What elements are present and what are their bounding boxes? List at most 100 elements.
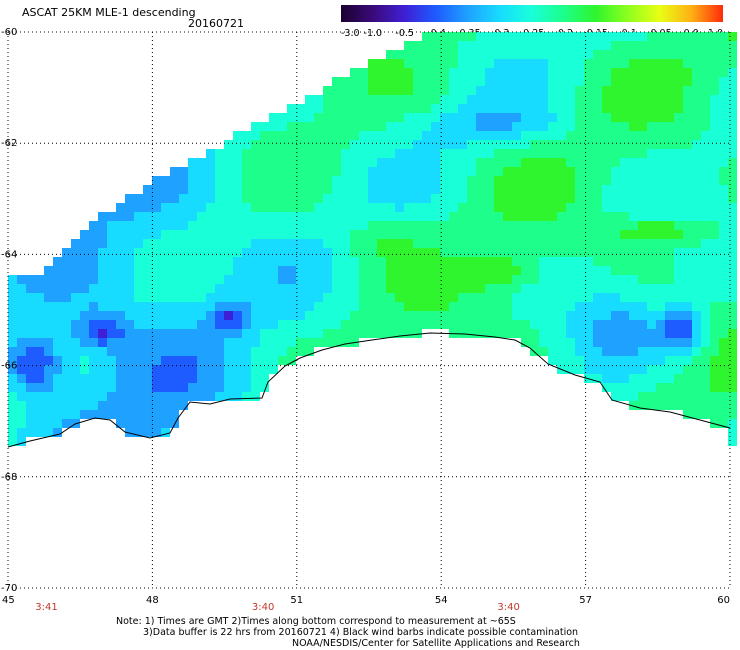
data-cell xyxy=(98,239,107,248)
data-cell xyxy=(701,212,710,221)
data-cell xyxy=(206,203,215,212)
data-cell xyxy=(521,230,530,239)
data-cell xyxy=(701,104,710,113)
data-cell xyxy=(395,248,404,257)
data-cell xyxy=(548,122,557,131)
data-cell xyxy=(359,194,368,203)
data-cell xyxy=(332,266,341,275)
data-cell xyxy=(269,365,278,374)
data-cell xyxy=(53,374,62,383)
data-cell xyxy=(359,266,368,275)
data-cell xyxy=(710,176,719,185)
data-cell xyxy=(287,284,296,293)
data-cell xyxy=(494,248,503,257)
data-cell xyxy=(377,68,386,77)
data-cell xyxy=(611,239,620,248)
data-cell xyxy=(377,212,386,221)
data-cell xyxy=(719,77,728,86)
data-cell xyxy=(278,347,287,356)
data-cell xyxy=(395,320,404,329)
data-cell xyxy=(611,347,620,356)
data-cell xyxy=(323,158,332,167)
data-cell xyxy=(125,203,134,212)
data-cell xyxy=(89,293,98,302)
data-cell xyxy=(215,230,224,239)
data-cell xyxy=(692,392,701,401)
data-cell xyxy=(395,149,404,158)
data-cell xyxy=(116,275,125,284)
data-cell xyxy=(278,149,287,158)
data-cell xyxy=(620,356,629,365)
data-cell xyxy=(557,95,566,104)
data-cell xyxy=(305,257,314,266)
data-cell xyxy=(566,338,575,347)
data-cell xyxy=(548,32,557,41)
data-cell xyxy=(701,50,710,59)
data-cell xyxy=(260,248,269,257)
data-cell xyxy=(476,311,485,320)
data-cell xyxy=(35,356,44,365)
data-cell xyxy=(674,248,683,257)
data-cell xyxy=(557,167,566,176)
data-cell xyxy=(305,212,314,221)
data-cell xyxy=(665,302,674,311)
data-cell xyxy=(593,104,602,113)
data-cell xyxy=(359,167,368,176)
data-cell xyxy=(260,194,269,203)
data-cell xyxy=(188,266,197,275)
data-cell xyxy=(134,248,143,257)
data-cell xyxy=(692,149,701,158)
product-title: ASCAT 25KM MLE-1 descending xyxy=(22,6,196,19)
data-cell xyxy=(557,77,566,86)
data-cell xyxy=(359,158,368,167)
data-cell xyxy=(449,41,458,50)
data-cell xyxy=(584,221,593,230)
data-cell xyxy=(656,86,665,95)
data-cell xyxy=(647,176,656,185)
data-cell xyxy=(305,203,314,212)
data-cell xyxy=(701,248,710,257)
data-cell xyxy=(233,392,242,401)
data-cell xyxy=(278,194,287,203)
data-cell xyxy=(107,338,116,347)
data-cell xyxy=(638,32,647,41)
data-cell xyxy=(476,248,485,257)
data-cell xyxy=(62,401,71,410)
data-cell xyxy=(566,356,575,365)
data-cell xyxy=(305,311,314,320)
data-cell xyxy=(683,383,692,392)
data-cell xyxy=(611,392,620,401)
data-cell xyxy=(458,77,467,86)
data-cell xyxy=(602,104,611,113)
data-cell xyxy=(314,122,323,131)
data-cell xyxy=(629,131,638,140)
data-cell xyxy=(710,122,719,131)
data-cell xyxy=(125,293,134,302)
data-cell xyxy=(683,185,692,194)
data-cell xyxy=(206,185,215,194)
data-cell xyxy=(620,32,629,41)
data-cell xyxy=(701,176,710,185)
data-cell xyxy=(71,284,80,293)
data-cell xyxy=(494,149,503,158)
data-cell xyxy=(584,41,593,50)
data-cell xyxy=(134,284,143,293)
data-cell xyxy=(728,131,737,140)
data-cell xyxy=(548,167,557,176)
data-cell xyxy=(368,77,377,86)
data-cell xyxy=(575,365,584,374)
data-cell xyxy=(485,59,494,68)
data-cell xyxy=(323,113,332,122)
data-cell xyxy=(116,320,125,329)
data-cell xyxy=(359,230,368,239)
data-cell xyxy=(431,41,440,50)
data-cell xyxy=(53,284,62,293)
data-cell xyxy=(71,356,80,365)
data-cell xyxy=(440,203,449,212)
data-cell xyxy=(89,365,98,374)
data-cell xyxy=(431,284,440,293)
product-date: 20160721 xyxy=(188,17,244,30)
data-cell xyxy=(476,131,485,140)
data-cell xyxy=(629,77,638,86)
data-cell xyxy=(674,86,683,95)
